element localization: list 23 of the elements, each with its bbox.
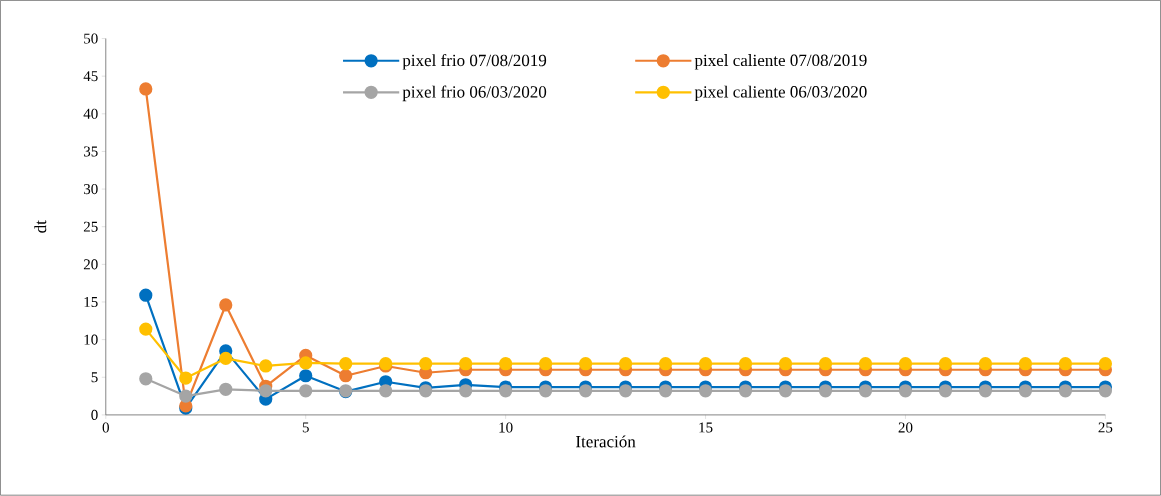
y-tick-label: 50 — [84, 33, 98, 44]
x-tick-label: 15 — [699, 422, 713, 433]
x-tick-label: 10 — [499, 422, 513, 433]
y-tick-label: 40 — [83, 108, 98, 120]
y-tick-label: 35 — [83, 146, 98, 157]
y-tick-label: 5 — [91, 372, 98, 383]
x-tick-label: 5 — [302, 422, 309, 433]
y-tick-label: 20 — [83, 259, 98, 270]
y-tick-label: 30 — [83, 184, 98, 195]
y-tick-label: 15 — [84, 297, 98, 308]
y-tick-label: 10 — [84, 334, 98, 345]
legend-label: pixel caliente 06/03/2020 — [694, 85, 867, 102]
x-tick-label: 25 — [1098, 422, 1113, 433]
y-tick-label: 0 — [91, 410, 98, 421]
x-tick-label: 20 — [898, 422, 913, 433]
legend-label: pixel frio 06/03/2020 — [402, 85, 547, 102]
y-tick-label: 45 — [83, 71, 98, 82]
x-axis-title: Iteración — [576, 435, 636, 448]
y-axis-title: dt — [34, 220, 47, 233]
legend-label: pixel caliente 07/08/2019 — [694, 54, 867, 70]
legend-label: pixel frio 07/08/2019 — [402, 54, 547, 70]
y-tick-label: 25 — [83, 221, 98, 232]
x-tick-label: 0 — [102, 422, 109, 433]
